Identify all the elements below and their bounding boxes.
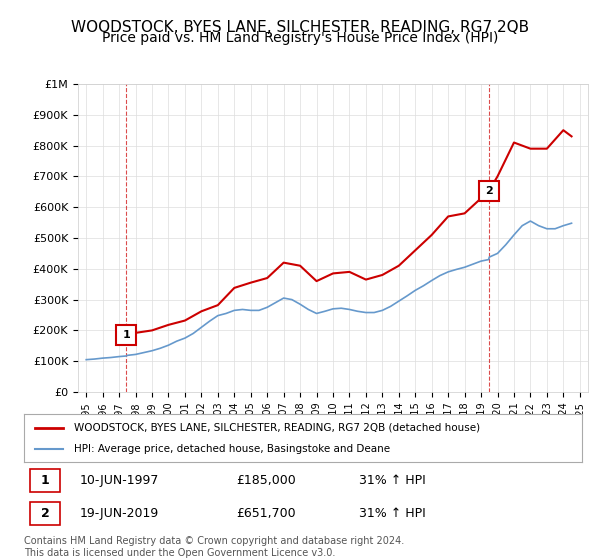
Text: 31% ↑ HPI: 31% ↑ HPI (359, 507, 425, 520)
Text: £651,700: £651,700 (236, 507, 296, 520)
Text: 19-JUN-2019: 19-JUN-2019 (80, 507, 159, 520)
Text: 10-JUN-1997: 10-JUN-1997 (80, 474, 159, 487)
Text: 1: 1 (122, 330, 130, 340)
Text: £185,000: £185,000 (236, 474, 296, 487)
Text: WOODSTOCK, BYES LANE, SILCHESTER, READING, RG7 2QB: WOODSTOCK, BYES LANE, SILCHESTER, READIN… (71, 20, 529, 35)
Text: 2: 2 (41, 507, 49, 520)
Text: HPI: Average price, detached house, Basingstoke and Deane: HPI: Average price, detached house, Basi… (74, 444, 391, 454)
Text: 2: 2 (485, 186, 493, 196)
FancyBboxPatch shape (29, 469, 60, 492)
Text: Contains HM Land Registry data © Crown copyright and database right 2024.
This d: Contains HM Land Registry data © Crown c… (24, 536, 404, 558)
FancyBboxPatch shape (29, 502, 60, 525)
Text: WOODSTOCK, BYES LANE, SILCHESTER, READING, RG7 2QB (detached house): WOODSTOCK, BYES LANE, SILCHESTER, READIN… (74, 423, 481, 433)
Text: 31% ↑ HPI: 31% ↑ HPI (359, 474, 425, 487)
Text: Price paid vs. HM Land Registry's House Price Index (HPI): Price paid vs. HM Land Registry's House … (102, 31, 498, 45)
Text: 1: 1 (41, 474, 49, 487)
